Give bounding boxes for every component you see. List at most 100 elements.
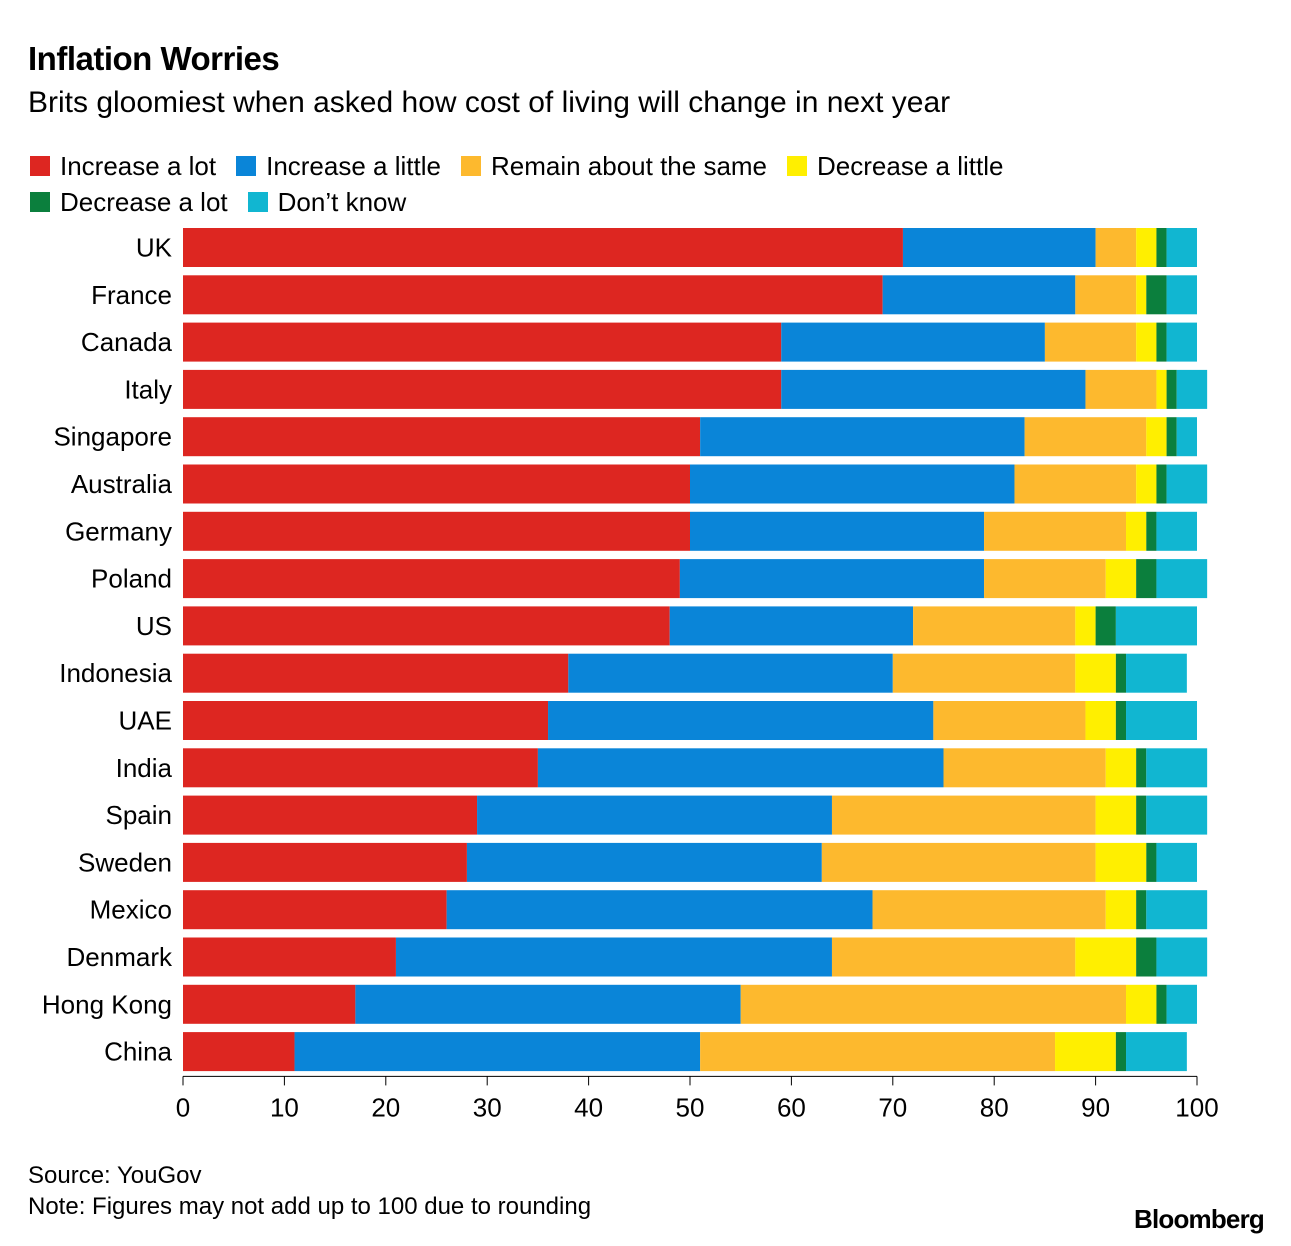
bar-segment-poland-remain-about-the-same [984, 559, 1106, 599]
bar-segment-canada-decrease-a-lot [1156, 322, 1167, 362]
bar-segment-hong-kong-decrease-a-lot [1156, 984, 1167, 1024]
bar-segment-france-increase-a-little [882, 275, 1076, 315]
bar-segment-us-decrease-a-little [1075, 606, 1096, 646]
bar-segment-us-don-t-know [1115, 606, 1197, 646]
bar-segment-china-increase-a-lot [183, 1032, 295, 1072]
bar-segment-uk-increase-a-lot [183, 228, 903, 267]
bar-segment-us-remain-about-the-same [913, 606, 1076, 646]
x-tick-label-70: 70 [878, 1092, 907, 1122]
bar-segment-italy-increase-a-little [781, 369, 1086, 409]
bar-segment-india-decrease-a-little [1105, 748, 1137, 788]
legend-item-increase-a-little: Increase a little [236, 151, 441, 182]
bar-segment-france-don-t-know [1166, 275, 1197, 315]
bar-segment-poland-decrease-a-lot [1136, 559, 1157, 599]
legend-label: Increase a little [266, 150, 441, 181]
bar-segment-france-decrease-a-lot [1146, 275, 1167, 315]
legend-item-increase-a-lot: Increase a lot [30, 151, 216, 182]
bar-segment-sweden-decrease-a-little [1095, 842, 1147, 882]
category-label-canada: Canada [81, 327, 173, 357]
bar-segment-indonesia-remain-about-the-same [892, 653, 1076, 693]
bar-segment-mexico-decrease-a-little [1105, 890, 1137, 930]
category-label-us: US [136, 611, 172, 641]
category-label-spain: Spain [106, 800, 173, 830]
bar-segment-india-increase-a-little [537, 748, 944, 788]
bar-segment-singapore-decrease-a-little [1146, 417, 1167, 457]
bar-segment-denmark-decrease-a-little [1075, 937, 1137, 977]
bar-segment-singapore-increase-a-little [700, 417, 1025, 457]
bloomberg-logo: Bloomberg [1133, 1204, 1265, 1234]
bar-segment-spain-increase-a-lot [183, 795, 478, 835]
bar-segment-uk-decrease-a-little [1136, 228, 1157, 267]
category-label-germany: Germany [65, 516, 172, 546]
category-label-singapore: Singapore [53, 422, 172, 452]
bar-segment-poland-don-t-know [1156, 559, 1208, 599]
bar-segment-hong-kong-decrease-a-little [1126, 984, 1157, 1024]
bar-segment-australia-remain-about-the-same [1014, 464, 1137, 504]
bar-segment-uk-increase-a-little [902, 228, 1096, 267]
bar-segment-indonesia-increase-a-little [568, 653, 893, 693]
legend-item-decrease-a-little: Decrease a little [787, 151, 1003, 182]
x-tick-label-90: 90 [1081, 1092, 1110, 1122]
bar-segment-indonesia-don-t-know [1126, 653, 1187, 693]
bar-segment-mexico-decrease-a-lot [1136, 890, 1147, 930]
legend-swatch [236, 156, 257, 176]
bar-segment-denmark-remain-about-the-same [831, 937, 1076, 977]
legend-swatch [247, 192, 268, 212]
bar-segment-canada-don-t-know [1166, 322, 1197, 362]
bar-segment-denmark-don-t-know [1156, 937, 1208, 977]
bar-segment-spain-decrease-a-little [1095, 795, 1137, 835]
category-label-australia: Australia [71, 469, 173, 499]
bar-segment-france-decrease-a-little [1136, 275, 1147, 315]
bar-segment-australia-increase-a-little [690, 464, 1015, 504]
legend-item-dont-know: Don’t know [247, 187, 406, 218]
bar-segment-canada-increase-a-lot [183, 322, 782, 362]
x-tick-label-30: 30 [473, 1092, 502, 1122]
legend: Increase a lot Increase a little Remain … [30, 148, 1270, 220]
bar-segment-indonesia-decrease-a-lot [1115, 653, 1127, 693]
bar-segment-italy-remain-about-the-same [1085, 369, 1157, 409]
legend-label: Increase a lot [60, 150, 217, 181]
category-label-sweden: Sweden [78, 847, 172, 877]
bar-segment-uae-increase-a-little [548, 701, 934, 740]
bar-segment-singapore-don-t-know [1176, 417, 1197, 457]
bar-segment-indonesia-decrease-a-little [1075, 653, 1116, 693]
category-label-uk: UK [136, 233, 173, 263]
bar-segment-italy-don-t-know [1176, 369, 1208, 409]
category-label-india: India [116, 753, 173, 783]
bar-segment-india-don-t-know [1146, 748, 1208, 788]
bar-segment-poland-decrease-a-little [1105, 559, 1137, 599]
bar-segment-denmark-increase-a-lot [183, 937, 396, 977]
category-label-poland: Poland [91, 564, 172, 594]
bar-segment-india-remain-about-the-same [943, 748, 1106, 788]
legend-swatch [460, 156, 481, 176]
bar-segment-china-decrease-a-little [1055, 1032, 1116, 1072]
bar-segment-italy-decrease-a-little [1156, 369, 1167, 409]
bar-segment-singapore-decrease-a-lot [1166, 417, 1177, 457]
bar-segment-hong-kong-don-t-know [1166, 984, 1197, 1024]
bar-segment-uk-remain-about-the-same [1095, 228, 1137, 267]
legend-item-remain-about-the-same: Remain about the same [460, 151, 767, 182]
bar-segment-singapore-remain-about-the-same [1024, 417, 1147, 457]
legend-label: Decrease a lot [60, 186, 228, 217]
bar-segment-spain-increase-a-little [477, 795, 832, 835]
bar-segment-italy-decrease-a-lot [1166, 369, 1177, 409]
bar-segment-hong-kong-increase-a-little [355, 984, 741, 1024]
legend-row-2: Decrease a lot Don’t know [30, 184, 1270, 220]
bar-segment-hong-kong-remain-about-the-same [740, 984, 1127, 1024]
x-tick-label-60: 60 [777, 1092, 806, 1122]
bar-segment-china-don-t-know [1126, 1032, 1187, 1072]
bar-segment-canada-increase-a-little [781, 322, 1045, 362]
x-tick-label-40: 40 [574, 1092, 603, 1122]
bar-segment-uae-remain-about-the-same [933, 701, 1086, 740]
bar-segment-china-remain-about-the-same [700, 1032, 1056, 1072]
bar-segment-mexico-increase-a-lot [183, 890, 447, 930]
legend-swatch [787, 156, 808, 176]
bar-segment-germany-remain-about-the-same [984, 511, 1127, 551]
bar-segment-germany-increase-a-lot [183, 511, 690, 551]
bar-segment-china-increase-a-little [294, 1032, 701, 1072]
bar-segment-mexico-increase-a-little [446, 890, 873, 930]
legend-label: Decrease a little [817, 150, 1004, 181]
chart-subtitle: Brits gloomiest when asked how cost of l… [28, 86, 951, 119]
bar-segment-italy-increase-a-lot [183, 369, 782, 409]
x-tick-label-100: 100 [1175, 1092, 1218, 1122]
